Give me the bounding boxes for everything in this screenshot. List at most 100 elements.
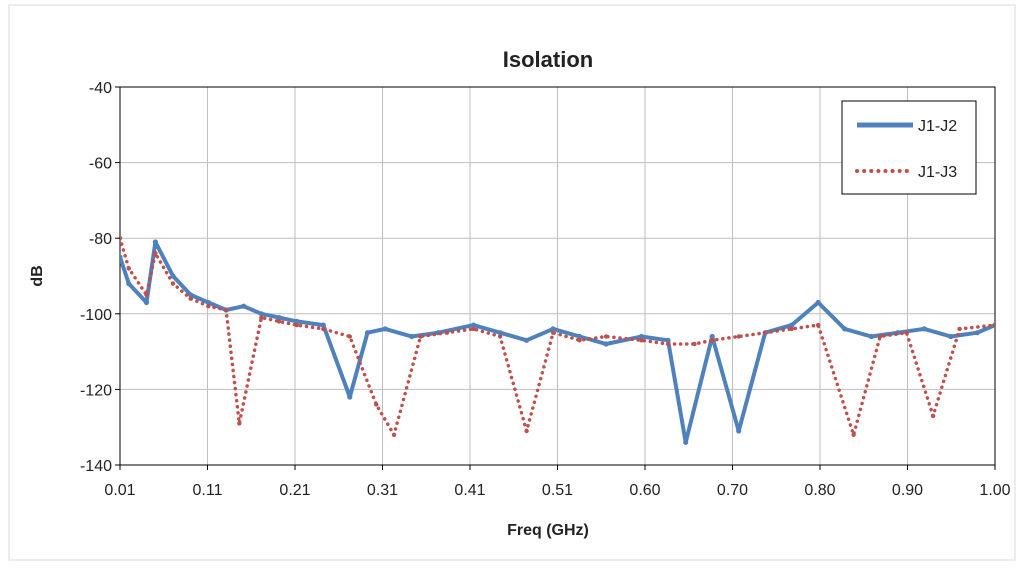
series-line-j1-j3: [120, 236, 995, 437]
x-tick-label: 0.80: [804, 482, 835, 499]
data-point-j1-j2: [868, 333, 874, 340]
data-point-j1-j3: [577, 338, 582, 343]
y-tick-label: -40: [89, 80, 112, 97]
legend-label-j1-j2: J1-J2: [918, 118, 957, 135]
figure-border: [8, 4, 1016, 561]
data-point-j1-j3: [930, 413, 936, 419]
data-point-j1-j2: [152, 239, 158, 245]
data-point-j1-j3: [665, 341, 671, 347]
y-tick-labels: -40 -60 -80 -100 -120 -140: [80, 80, 120, 475]
data-point-j1-j3: [294, 322, 299, 328]
data-point-j1-j3: [276, 319, 282, 324]
data-point-j1-j3: [170, 281, 176, 286]
data-point-j1-j2: [974, 330, 980, 336]
x-tick-label: 0.11: [193, 482, 223, 499]
data-point-j1-j3: [471, 326, 476, 332]
data-point-j1-j3: [710, 338, 715, 343]
data-point-j1-j3: [816, 322, 821, 328]
data-point-j1-j2: [409, 333, 415, 340]
data-point-j1-j2: [497, 330, 503, 336]
y-tick-label: -140: [80, 458, 112, 475]
x-tick-labels: 0.01 0.11 0.21 0.31 0.41 0.51 0.60 0.70 0.80 0.90…: [104, 465, 1011, 499]
data-point-j1-j2: [258, 311, 264, 317]
y-tick-label: -100: [80, 307, 112, 324]
data-point-j1-j2: [382, 326, 388, 332]
data-point-j1-j3: [904, 330, 909, 335]
data-point-j1-j2: [948, 333, 954, 340]
data-point-j1-j2: [815, 299, 821, 306]
data-point-j1-j3: [692, 341, 697, 347]
y-tick-label: -80: [89, 231, 112, 248]
data-point-j1-j2: [683, 439, 689, 445]
data-point-j1-j2: [120, 254, 123, 260]
data-point-j1-j3: [877, 334, 883, 339]
x-tick-label: 0.41: [454, 482, 485, 499]
data-point-j1-j2: [294, 318, 300, 324]
data-point-j1-j2: [577, 333, 583, 340]
data-point-j1-j3: [153, 251, 158, 256]
data-point-j1-j3: [851, 432, 856, 437]
data-point-j1-j2: [205, 299, 211, 306]
data-point-j1-j3: [120, 236, 123, 241]
x-tick-label: 0.70: [717, 482, 748, 499]
x-tick-label: 0.51: [542, 482, 573, 499]
data-point-j1-j3: [391, 432, 397, 437]
data-point-j1-j3: [763, 330, 768, 335]
y-tick-label: -120: [80, 382, 112, 399]
data-point-j1-j3: [144, 292, 149, 298]
data-point-j1-j3: [957, 326, 962, 332]
data-point-j1-j3: [259, 315, 264, 320]
data-point-j1-j3: [497, 334, 503, 339]
data-point-j1-j2: [921, 326, 927, 332]
data-point-j1-j2: [320, 322, 326, 328]
legend: J1-J2 J1-J3: [841, 100, 977, 195]
legend-label-j1-j3: J1-J3: [918, 164, 957, 181]
data-point-j1-j3: [789, 326, 794, 332]
data-point-j1-j2: [188, 292, 194, 298]
x-tick-label: 0.60: [629, 482, 660, 499]
legend-box: [841, 100, 977, 195]
data-point-j1-j3: [188, 296, 193, 301]
x-axis-label: Freq (GHz): [507, 522, 589, 539]
data-point-j1-j3: [374, 402, 379, 407]
data-point-j1-j3: [524, 428, 529, 434]
series-layer: [120, 236, 995, 445]
y-tick-label: -60: [89, 156, 112, 173]
data-point-j1-j3: [603, 334, 609, 339]
data-point-j1-j3: [206, 304, 211, 309]
data-point-j1-j2: [638, 333, 645, 340]
data-point-j1-j2: [276, 315, 282, 321]
data-point-j1-j3: [992, 322, 995, 328]
data-point-j1-j2: [524, 337, 530, 343]
data-point-j1-j2: [709, 333, 715, 340]
data-point-j1-j2: [126, 281, 132, 287]
data-point-j1-j3: [126, 266, 131, 271]
data-point-j1-j2: [789, 322, 795, 328]
data-point-j1-j3: [321, 326, 326, 332]
chart-title: Isolation: [503, 47, 593, 72]
x-tick-label: 1.00: [979, 482, 1010, 499]
data-point-j1-j3: [550, 330, 556, 335]
data-point-j1-j3: [237, 421, 242, 426]
x-tick-label: 0.90: [892, 482, 923, 499]
data-point-j1-j3: [736, 334, 741, 339]
data-point-j1-j2: [736, 428, 742, 434]
data-point-j1-j2: [842, 326, 848, 332]
data-point-j1-j2: [550, 326, 556, 332]
data-point-j1-j3: [223, 307, 229, 313]
data-point-j1-j2: [143, 299, 150, 306]
x-tick-label: 0.01: [104, 482, 135, 499]
x-tick-label: 0.31: [367, 482, 398, 499]
y-axis-label: dB: [29, 265, 46, 286]
data-point-j1-j2: [603, 341, 609, 347]
data-point-j1-j2: [347, 394, 353, 400]
data-point-j1-j3: [347, 334, 352, 339]
data-point-j1-j2: [241, 303, 247, 309]
data-point-j1-j3: [639, 338, 644, 343]
data-point-j1-j3: [444, 330, 450, 335]
data-point-j1-j2: [170, 273, 176, 279]
data-point-j1-j3: [418, 334, 423, 339]
